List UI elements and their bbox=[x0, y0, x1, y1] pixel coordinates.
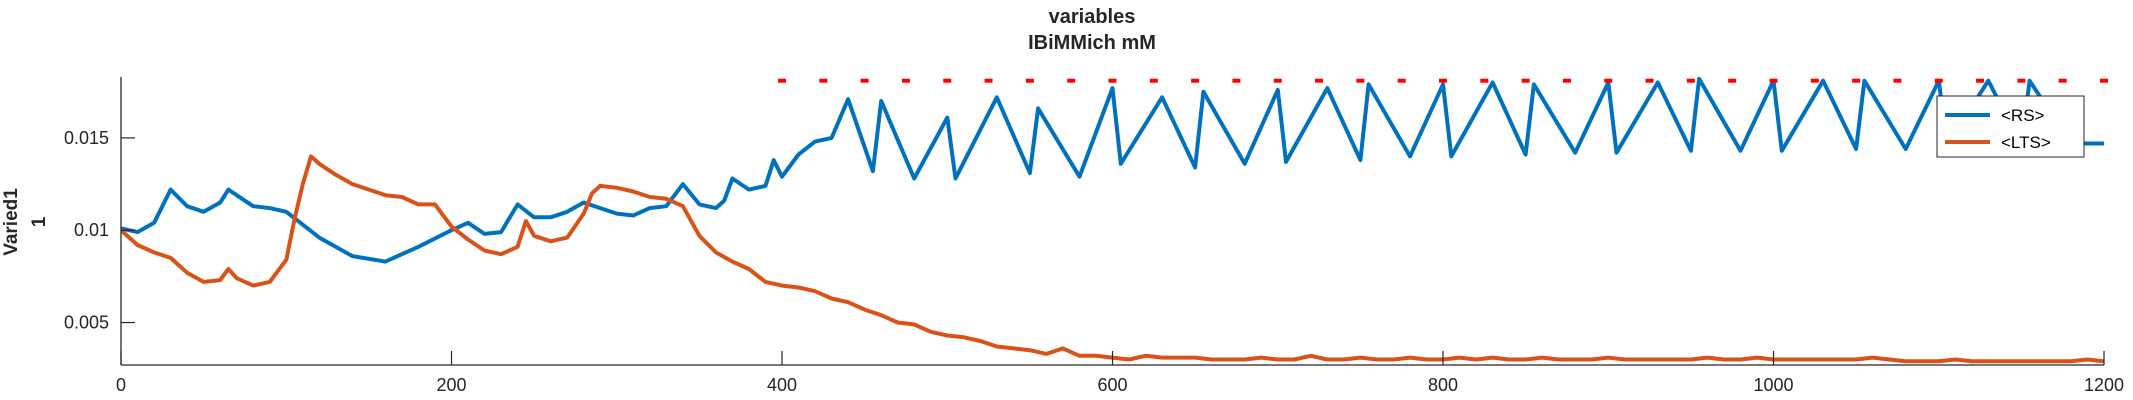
chart-title-line2: IBiMMich mM bbox=[1028, 32, 1156, 54]
x-axis: 0 200 400 600 800 1000 1200 bbox=[116, 351, 2124, 395]
legend-label-lts: <LTS> bbox=[2001, 133, 2051, 152]
y-axis-label-line2: 1 bbox=[29, 216, 50, 227]
y-tick-label: 0.005 bbox=[64, 313, 109, 333]
y-axis-label-line1: Varied1 bbox=[1, 188, 22, 256]
y-tick-label: 0.015 bbox=[64, 128, 109, 148]
x-tick-label: 1200 bbox=[2084, 375, 2124, 395]
legend: <RS> <LTS> bbox=[1936, 95, 2085, 158]
legend-label-rs: <RS> bbox=[2001, 106, 2045, 125]
plot-area bbox=[121, 77, 2108, 364]
y-axis: 0.005 0.01 0.015 bbox=[64, 128, 135, 333]
y-axis-label: Varied1 1 bbox=[1, 188, 50, 256]
series-line-lts bbox=[121, 154, 2104, 364]
x-tick-label: 200 bbox=[436, 375, 466, 395]
x-tick-label: 400 bbox=[767, 375, 797, 395]
x-tick-label: 0 bbox=[116, 375, 126, 395]
y-tick-label: 0.01 bbox=[74, 220, 109, 240]
series-line-rs bbox=[121, 77, 2104, 264]
chart-title-line1: variables bbox=[1049, 6, 1136, 28]
axes bbox=[120, 77, 2104, 366]
series-layer bbox=[121, 77, 2104, 364]
x-tick-label: 600 bbox=[1097, 375, 1127, 395]
x-tick-label: 800 bbox=[1428, 375, 1458, 395]
x-tick-label: 1000 bbox=[1753, 375, 1793, 395]
